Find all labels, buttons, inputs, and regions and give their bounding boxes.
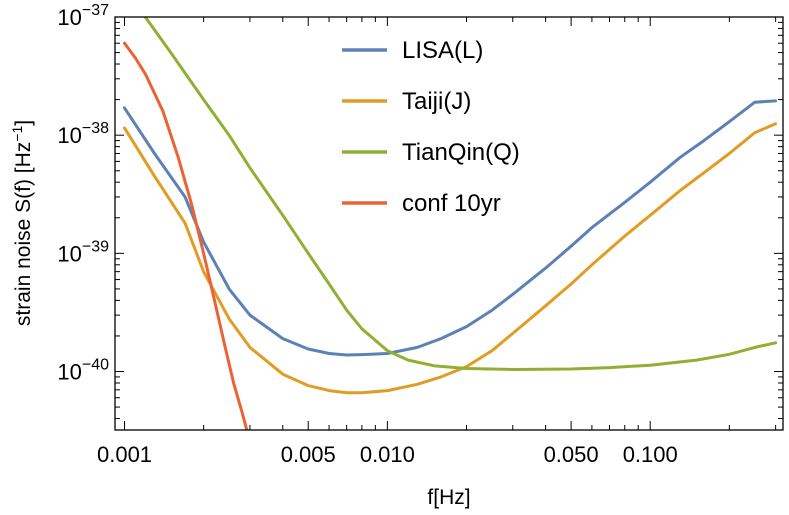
y-axis-label-main: strain noise S(f) [Hz [12,142,35,326]
plot-background [115,17,783,430]
y-tick-exponent: −40 [82,357,109,374]
x-axis-label: f[Hz] [427,486,470,509]
series-line-0 [123,99,778,357]
series-line-1 [123,122,778,395]
y-tick-exponent: −39 [82,238,109,255]
y-axis-label-suffix: ] [12,120,35,126]
y-tick-label: 10−37 [57,2,109,30]
axes-layer: 0.001 0.005 0.010 0.050 0.10010−4010−3910−38… [57,2,783,467]
y-tick-label: 10−40 [57,357,109,385]
y-tick-base: 10 [57,360,81,385]
series-layer [123,17,778,430]
series-line-3 [123,41,249,430]
y-tick-label: 10−38 [57,120,109,148]
legend-label: TianQin(Q) [402,139,520,166]
plot-frame [114,16,784,431]
x-tick-label: 0.100 [623,442,678,467]
x-tick-label: 0.050 [544,442,599,467]
y-tick-exponent: −37 [82,2,109,19]
legend: LISA(L) Taiji(J) TianQin(Q) conf 10yr [342,37,520,217]
y-tick-base: 10 [57,5,81,30]
x-tick-label: 0.010 [360,442,415,467]
y-axis-label: strain noise S(f) [Hz−1] [9,120,35,326]
y-tick-label: 10−39 [57,238,109,266]
y-axis-label-exponent: −1 [9,126,25,142]
x-tick-label: 0.005 [281,442,336,467]
x-tick-label: 0.001 [97,442,152,467]
series-line-2 [143,17,778,371]
y-tick-base: 10 [57,241,81,266]
legend-label: LISA(L) [402,37,483,64]
y-tick-base: 10 [57,123,81,148]
legend-label: Taiji(J) [402,88,471,115]
legend-label: conf 10yr [402,190,501,217]
y-tick-exponent: −38 [82,120,109,137]
